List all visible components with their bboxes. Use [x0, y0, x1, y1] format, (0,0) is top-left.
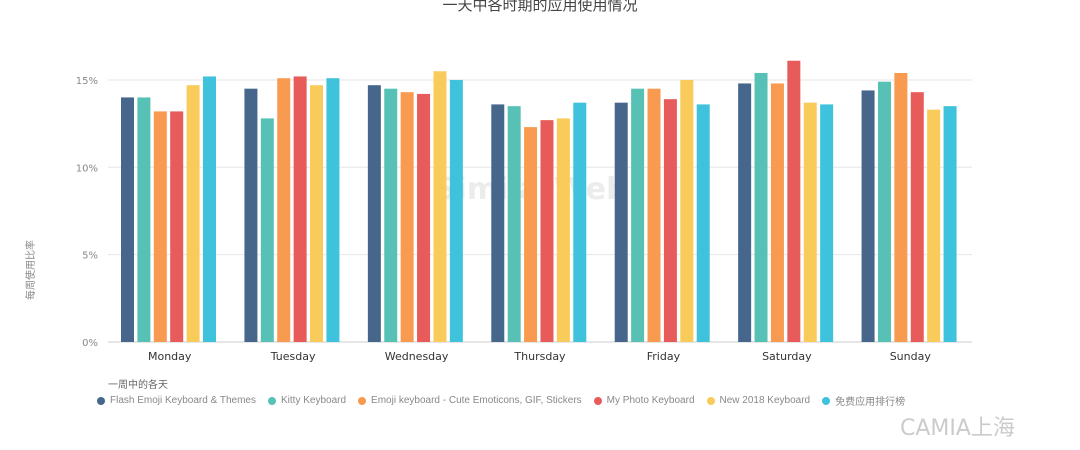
bar-friday-4 — [680, 79, 694, 342]
bar-monday-4 — [186, 85, 200, 342]
bar-thursday-3 — [540, 120, 554, 342]
legend-item[interactable]: Flash Emoji Keyboard & Themes — [97, 393, 256, 408]
bar-sunday-3 — [910, 92, 924, 342]
bar-monday-2 — [153, 111, 167, 343]
bar-sunday-2 — [894, 72, 908, 342]
legend-label: My Photo Keyboard — [606, 395, 695, 406]
bar-thursday-0 — [491, 104, 505, 343]
legend-item[interactable]: 免费应用排行榜 — [822, 393, 905, 408]
bar-wednesday-5 — [449, 79, 463, 342]
x-tick-label: Thursday — [513, 350, 566, 363]
legend-label: 免费应用排行榜 — [835, 397, 906, 408]
y-tick-label: 10% — [76, 163, 98, 174]
bar-saturday-4 — [803, 102, 817, 342]
bar-monday-0 — [121, 97, 134, 342]
wechat-watermark: CAMIA上海 — [900, 416, 1015, 441]
bar-monday-5 — [203, 76, 216, 343]
bar-friday-5 — [696, 104, 710, 343]
bar-wednesday-0 — [367, 85, 381, 342]
bar-sunday-4 — [927, 109, 941, 342]
y-axis-label: 每周使用比率 — [26, 240, 37, 300]
bar-saturday-3 — [787, 60, 801, 342]
x-tick-label: Sunday — [890, 350, 932, 363]
bar-tuesday-1 — [260, 118, 274, 342]
bar-thursday-5 — [573, 102, 587, 342]
bar-sunday-0 — [861, 90, 875, 342]
chart-title: 一天中各时期的应用使用情况 — [442, 0, 638, 14]
legend-label: New 2018 Keyboard — [719, 395, 811, 406]
bar-saturday-1 — [754, 72, 768, 342]
bar-monday-3 — [170, 111, 184, 343]
bar-thursday-1 — [507, 106, 521, 342]
bar-wednesday-3 — [417, 93, 431, 343]
legend: Flash Emoji Keyboard & Themes Kitty Keybo… — [97, 393, 905, 408]
bar-wednesday-4 — [433, 71, 447, 342]
bar-tuesday-3 — [293, 76, 307, 343]
legend-dot-icon — [97, 396, 105, 405]
bar-saturday-2 — [770, 83, 784, 342]
legend-item[interactable]: My Photo Keyboard — [593, 393, 695, 408]
x-tick-label: Monday — [148, 350, 192, 363]
bar-friday-0 — [614, 102, 628, 342]
bar-wednesday-2 — [400, 92, 414, 342]
x-tick-label: Friday — [647, 350, 681, 363]
legend-dot-icon — [706, 396, 715, 405]
bar-sunday-1 — [877, 81, 891, 343]
bar-saturday-5 — [820, 104, 834, 343]
bar-friday-1 — [631, 88, 645, 342]
x-axis-label: 一周中的各天 — [108, 380, 168, 391]
x-tick-label: Tuesday — [270, 350, 316, 363]
x-tick-label: Saturday — [762, 350, 812, 363]
legend-label: Flash Emoji Keyboard & Themes — [110, 395, 256, 406]
bar-thursday-2 — [524, 127, 538, 342]
y-tick-label: 5% — [82, 251, 98, 262]
legend-item[interactable]: New 2018 Keyboard — [706, 393, 811, 408]
x-tick-label: Wednesday — [385, 350, 449, 363]
bar-monday-1 — [137, 97, 151, 342]
bar-friday-2 — [647, 88, 661, 342]
bar-tuesday-2 — [277, 78, 291, 342]
bar-wednesday-1 — [384, 88, 398, 342]
legend-dot-icon — [822, 396, 831, 405]
bar-tuesday-0 — [244, 88, 258, 342]
bar-tuesday-4 — [310, 85, 324, 342]
legend-dot-icon — [268, 396, 276, 405]
legend-item[interactable]: Kitty Keyboard — [268, 393, 346, 408]
legend-dot-icon — [358, 396, 367, 405]
y-tick-label: 15% — [76, 76, 98, 87]
bar-thursday-4 — [556, 118, 570, 342]
legend-label: Emoji keyboard - Cute Emoticons, GIF, St… — [371, 395, 582, 406]
legend-label: Kitty Keyboard — [281, 395, 347, 406]
bar-friday-3 — [663, 99, 677, 343]
y-tick-label: 0% — [82, 338, 98, 349]
bar-tuesday-5 — [326, 78, 340, 342]
bar-sunday-5 — [943, 106, 957, 342]
legend-dot-icon — [593, 396, 602, 405]
legend-item[interactable]: Emoji keyboard - Cute Emoticons, GIF, St… — [358, 393, 582, 408]
bar-saturday-0 — [738, 83, 752, 342]
